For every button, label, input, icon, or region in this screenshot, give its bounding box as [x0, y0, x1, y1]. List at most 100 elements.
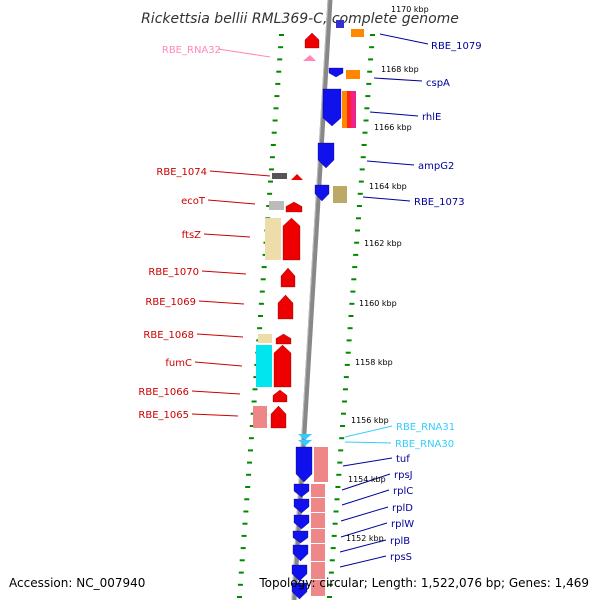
tick-dot [244, 498, 250, 501]
gene-label-rbe_1066: RBE_1066 [138, 387, 189, 398]
kbp-tick-label: 1152 kbp [346, 534, 384, 543]
gene-label-fumc: fumC [165, 358, 192, 369]
tick-dot [356, 205, 362, 207]
tick-dot [253, 376, 259, 379]
gene-arrow-reverse [293, 483, 310, 498]
gene-label-rplc: rplC [393, 486, 413, 497]
leader-line [362, 196, 411, 202]
kbp-tick-label: 1168 kbp [381, 65, 419, 74]
tick-dot [275, 82, 281, 85]
tick-dot [277, 58, 283, 61]
tick-dot [335, 486, 341, 488]
tick-dot [237, 596, 242, 598]
tick-dot [257, 327, 263, 330]
tick-dot [248, 437, 254, 440]
tick-dot [269, 156, 275, 159]
tick-dot [243, 510, 249, 513]
gene-separator [311, 528, 325, 529]
tick-dot [366, 82, 372, 85]
leader-line [340, 522, 388, 538]
tick-dot [271, 131, 277, 134]
gene-arrow-reverse [291, 582, 308, 600]
gene-label-rbe_rna31: RBE_RNA31 [396, 422, 455, 433]
leader-line [201, 270, 247, 275]
tick-dot [261, 266, 267, 269]
gene-label-rpld: rplD [392, 503, 413, 514]
map-title: Rickettsia bellii RML369-C, complete gen… [141, 11, 459, 27]
gene-arrow-forward [282, 217, 301, 261]
gene-label-ampg2: ampG2 [418, 161, 454, 172]
tick-dot [369, 46, 375, 49]
gene-label-ecot: ecoT [181, 196, 206, 207]
tick-dot [359, 168, 365, 171]
gene-block [346, 70, 360, 79]
tick-dot [355, 229, 360, 232]
tick-dot [279, 34, 284, 36]
tick-dot [269, 168, 274, 171]
tick-dot [278, 46, 284, 49]
gene-arrow-reverse [295, 446, 313, 483]
tick-dot [341, 412, 346, 415]
gene-arrow-forward [273, 344, 292, 388]
gene-block [258, 334, 272, 343]
gene-block [314, 447, 328, 482]
tick-dot [239, 559, 245, 562]
gene-arrow-reverse [292, 530, 309, 544]
gene-label-cspa: cspA [426, 78, 450, 89]
tick-dot [368, 58, 374, 61]
gene-block [351, 91, 356, 128]
gene-separator [311, 543, 325, 544]
leader-line [339, 539, 387, 553]
gene-arrow-reverse [317, 142, 335, 169]
tick-dot [352, 266, 358, 269]
tick-dot [342, 400, 347, 403]
gene-arrow-forward [277, 294, 294, 320]
tick-dot [333, 510, 339, 513]
gene-arrow-forward [275, 333, 292, 345]
tick-dot [351, 278, 357, 281]
tick-dot [327, 583, 333, 586]
leader-line [366, 160, 415, 166]
gene-label-rbe_rna32: RBE_RNA32 [162, 45, 221, 56]
leader-line [194, 361, 243, 367]
gene-label-rbe_rna30: RBE_RNA30 [395, 439, 454, 450]
tick-dot [342, 388, 348, 391]
tick-dot [360, 156, 366, 159]
kbp-tick-label: 1158 kbp [355, 358, 393, 367]
kbp-tick-label: 1170 kbp [391, 5, 429, 14]
leader-line [379, 33, 429, 45]
tick-dot [336, 473, 342, 476]
gene-label-rhle: rhlE [422, 112, 441, 123]
leader-line [341, 473, 391, 491]
tick-dot [273, 107, 279, 110]
gene-arrow-forward [272, 389, 288, 403]
tick-dot [259, 290, 265, 293]
leader-line [198, 300, 245, 305]
gene-label-rbe_1070: RBE_1070 [148, 267, 199, 278]
gene-label-rbe_1074: RBE_1074 [156, 167, 207, 178]
tick-dot [329, 559, 335, 562]
gene-label-tuf: tuf [396, 454, 410, 465]
tick-dot [365, 95, 371, 98]
tick-dot [252, 388, 258, 391]
gene-labels: RBE_RNA32 RBE_1074 ecoT ftsZ RBE_1070 RBE_106… [138, 41, 481, 563]
gene-separator [311, 512, 325, 513]
tick-dot [248, 449, 253, 452]
tick-dot [327, 596, 332, 598]
tick-dot [330, 547, 336, 550]
tick-dot [332, 522, 338, 525]
tick-dot [367, 70, 373, 73]
tick-dot [363, 119, 369, 122]
gene-label-rpss: rpsS [390, 552, 412, 563]
gene-block [333, 186, 347, 203]
gene-label-rplb: rplB [390, 536, 410, 547]
tick-dot [266, 205, 272, 207]
gene-arrow-forward [280, 267, 296, 288]
topology-text: Topology: circular; Length: 1,522,076 bp… [258, 576, 589, 590]
gene-arrow-reverse [293, 498, 310, 514]
gene-arrow-reverse [293, 514, 310, 530]
leader-line [207, 199, 256, 205]
leader-line [217, 48, 271, 58]
gene-block [265, 218, 281, 260]
